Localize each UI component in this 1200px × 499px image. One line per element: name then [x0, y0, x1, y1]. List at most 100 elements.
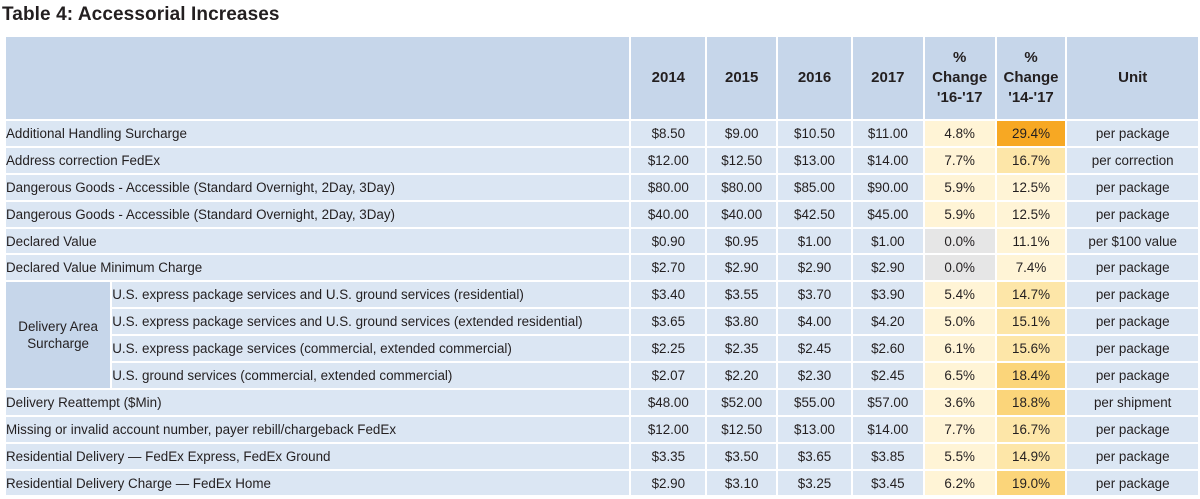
header-change-line: Change [932, 69, 988, 86]
table-title: Table 4: Accessorial Increases [2, 4, 280, 25]
row-label: Dangerous Goods - Accessible (Standard O… [6, 201, 630, 227]
cell-pct-change-16-17: 4.8% [924, 121, 995, 146]
header-pct-line: % [953, 49, 967, 66]
cell-unit: per package [1067, 336, 1198, 362]
cell-2015: $2.35 [707, 336, 777, 362]
table-row: Address correction FedEx $12.00 $12.50 $13.… [6, 147, 1198, 173]
cell-unit: per package [1067, 282, 1198, 308]
table-row: Declared Value $0.90 $0.95 $1.00 $1.00 0.0% 11… [6, 228, 1198, 254]
cell-unit: per package [1067, 363, 1198, 388]
table-row: Additional Handling Surcharge $8.50 $9.00 $… [6, 121, 1198, 146]
cell-unit: per package [1067, 443, 1198, 469]
cell-2014: $0.90 [631, 228, 706, 254]
cell-pct-change-16-17: 3.6% [924, 389, 995, 415]
row-label: U.S. express package services and U.S. g… [112, 282, 630, 308]
cell-2015: $40.00 [707, 201, 777, 227]
row-group-label: Delivery Area Surcharge [6, 282, 111, 388]
cell-pct-change-14-17: 12.5% [996, 174, 1066, 200]
cell-unit: per correction [1067, 147, 1198, 173]
cell-unit: per package [1067, 470, 1198, 496]
cell-pct-change-16-17: 6.2% [924, 470, 995, 496]
cell-2015: $3.10 [707, 470, 777, 496]
cell-2017: $2.45 [852, 363, 923, 388]
row-label: Dangerous Goods - Accessible (Standard O… [6, 174, 630, 200]
cell-pct-change-14-17: 18.4% [996, 363, 1066, 388]
cell-2015: $12.50 [707, 416, 777, 442]
cell-2015: $12.50 [707, 147, 777, 173]
cell-2014: $2.90 [631, 470, 706, 496]
header-pct-change-16-17: % Change '16-'17 [924, 37, 995, 119]
cell-2015: $2.20 [707, 363, 777, 388]
cell-2017: $2.60 [852, 336, 923, 362]
cell-2014: $8.50 [631, 121, 706, 146]
table-row: Dangerous Goods - Accessible (Standard O… [6, 174, 1198, 200]
cell-2016: $55.00 [778, 389, 851, 415]
cell-pct-change-14-17: 19.0% [996, 470, 1066, 496]
row-label: Residential Delivery — FedEx Express, Fe… [6, 443, 630, 469]
cell-2016: $3.70 [778, 282, 851, 308]
table-row: Residential Delivery — FedEx Express, Fe… [6, 443, 1198, 469]
cell-pct-change-16-17: 0.0% [924, 255, 995, 281]
cell-2016: $2.30 [778, 363, 851, 388]
row-label: Residential Delivery Charge — FedEx Home [6, 470, 630, 496]
table-row: Missing or invalid account number, payer… [6, 416, 1198, 442]
cell-pct-change-16-17: 0.0% [924, 228, 995, 254]
cell-2017: $11.00 [852, 121, 923, 146]
table-row: U.S. express package services (commercia… [6, 336, 1198, 362]
cell-2015: $0.95 [707, 228, 777, 254]
cell-unit: per package [1067, 309, 1198, 335]
cell-2016: $4.00 [778, 309, 851, 335]
cell-pct-change-14-17: 15.6% [996, 336, 1066, 362]
cell-pct-change-14-17: 14.7% [996, 282, 1066, 308]
cell-2014: $3.65 [631, 309, 706, 335]
cell-pct-change-16-17: 6.1% [924, 336, 995, 362]
cell-2017: $2.90 [852, 255, 923, 281]
cell-pct-change-16-17: 5.9% [924, 174, 995, 200]
cell-2017: $1.00 [852, 228, 923, 254]
cell-pct-change-16-17: 5.9% [924, 201, 995, 227]
group-label-line: Delivery Area [18, 319, 98, 335]
table-row: U.S. express package services and U.S. g… [6, 309, 1198, 335]
header-2014: 2014 [631, 37, 706, 119]
cell-pct-change-14-17: 16.7% [996, 416, 1066, 442]
cell-pct-change-14-17: 7.4% [996, 255, 1066, 281]
group-label-line: Surcharge [27, 336, 90, 352]
cell-2017: $14.00 [852, 147, 923, 173]
accessorial-increases-table: 2014 2015 2016 2017 % Change '16-'17 % C… [4, 35, 1200, 497]
cell-2016: $85.00 [778, 174, 851, 200]
row-label: Declared Value Minimum Charge [6, 255, 630, 281]
cell-2014: $2.70 [631, 255, 706, 281]
header-blank [6, 37, 630, 119]
row-label: Declared Value [6, 228, 630, 254]
cell-2014: $40.00 [631, 201, 706, 227]
row-label: Delivery Reattempt ($Min) [6, 389, 630, 415]
cell-2016: $13.00 [778, 147, 851, 173]
cell-unit: per $100 value [1067, 228, 1198, 254]
cell-unit: per package [1067, 121, 1198, 146]
header-unit: Unit [1067, 37, 1198, 119]
cell-2017: $4.20 [852, 309, 923, 335]
cell-2014: $80.00 [631, 174, 706, 200]
cell-2015: $3.80 [707, 309, 777, 335]
table-row: Residential Delivery Charge — FedEx Home… [6, 470, 1198, 496]
cell-pct-change-16-17: 7.7% [924, 416, 995, 442]
cell-2017: $3.90 [852, 282, 923, 308]
header-years-line: '14-'17 [1008, 89, 1054, 106]
cell-2017: $90.00 [852, 174, 923, 200]
cell-unit: per package [1067, 416, 1198, 442]
cell-2014: $2.07 [631, 363, 706, 388]
cell-2014: $3.35 [631, 443, 706, 469]
cell-pct-change-16-17: 7.7% [924, 147, 995, 173]
cell-pct-change-16-17: 6.5% [924, 363, 995, 388]
header-years-line: '16-'17 [936, 89, 983, 106]
cell-2015: $80.00 [707, 174, 777, 200]
row-label: Address correction FedEx [6, 147, 630, 173]
header-pct-change-14-17: % Change '14-'17 [996, 37, 1066, 119]
cell-2015: $9.00 [707, 121, 777, 146]
cell-pct-change-14-17: 16.7% [996, 147, 1066, 173]
cell-2017: $3.45 [852, 470, 923, 496]
cell-2016: $42.50 [778, 201, 851, 227]
row-label: U.S. express package services and U.S. g… [112, 309, 630, 335]
cell-2017: $14.00 [852, 416, 923, 442]
cell-pct-change-14-17: 29.4% [996, 121, 1066, 146]
